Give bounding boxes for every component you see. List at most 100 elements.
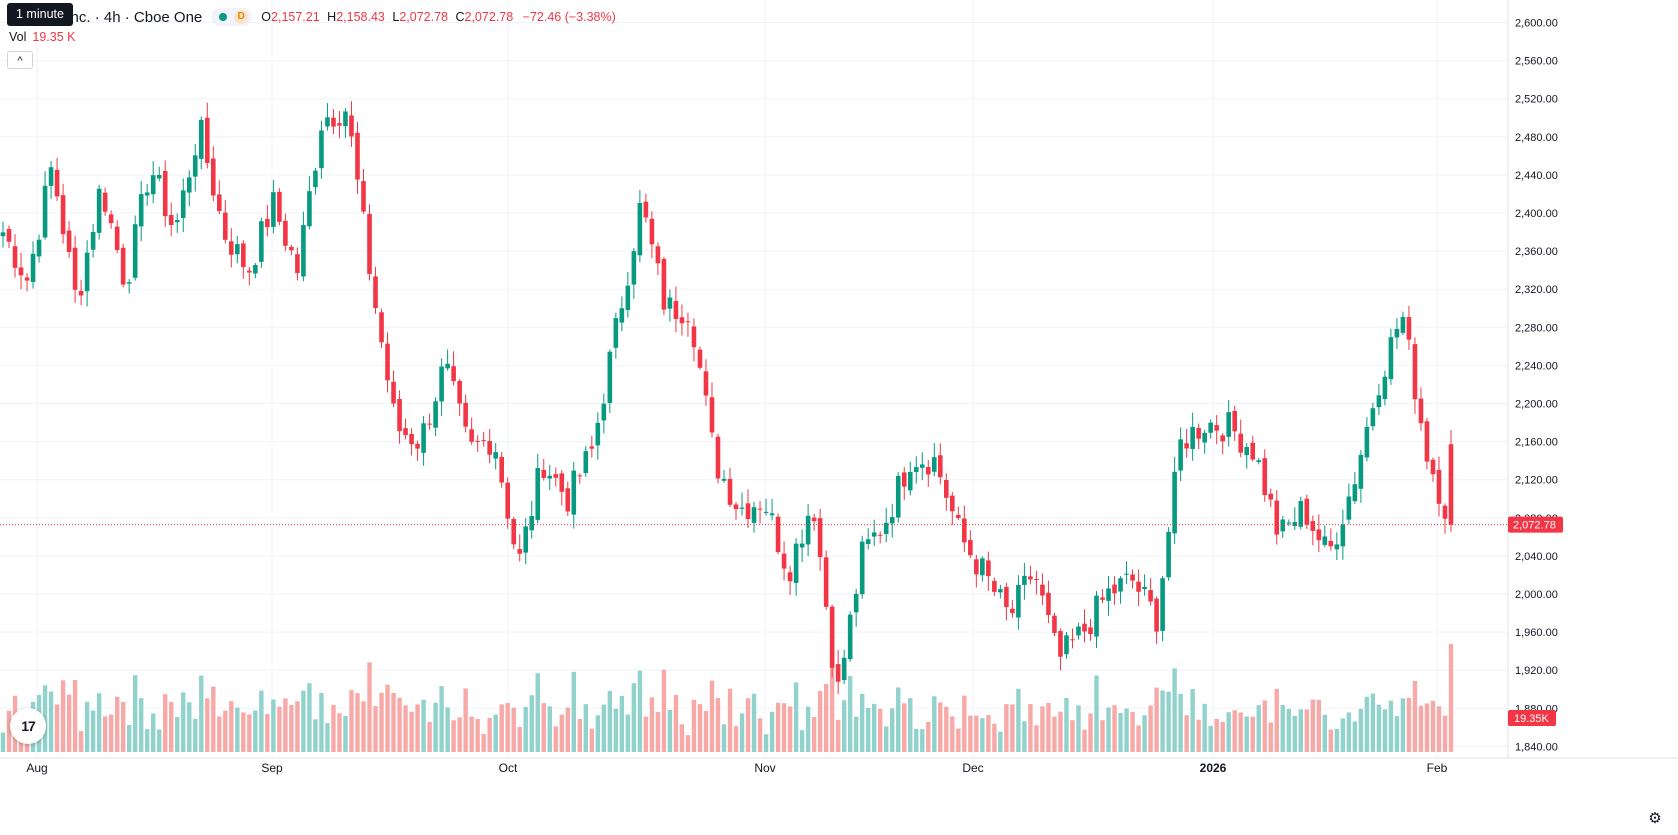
- volume-bar: [619, 695, 625, 752]
- candle-body: [1352, 484, 1358, 502]
- candle-body: [1268, 493, 1274, 500]
- candle-body: [793, 543, 799, 583]
- volume-bar: [938, 702, 943, 752]
- volume-bar: [6, 710, 12, 752]
- volume-bar: [829, 662, 835, 752]
- volume-bar: [1262, 700, 1267, 752]
- volume-bar: [259, 690, 264, 752]
- tradingview-logo[interactable]: 17: [10, 708, 46, 744]
- volume-bar: [1382, 709, 1388, 752]
- candle-body: [1280, 519, 1286, 532]
- candle-body: [847, 614, 853, 660]
- candle-body: [1424, 421, 1430, 462]
- candle-body: [1448, 444, 1454, 525]
- volume-bar: [181, 692, 186, 752]
- candle-body: [403, 428, 408, 436]
- volume-bar: [193, 718, 198, 752]
- candle-body: [805, 515, 811, 545]
- volume-bar: [523, 706, 528, 752]
- volume-bar: [679, 724, 685, 752]
- candle-body: [30, 253, 36, 283]
- volume-bar: [114, 696, 120, 752]
- candle-body: [295, 254, 300, 274]
- volume-bar: [872, 703, 877, 752]
- volume-bar: [481, 733, 486, 752]
- candle-body: [1088, 627, 1093, 634]
- volume-bar: [932, 696, 937, 752]
- volume-bar: [337, 713, 342, 752]
- candle-body: [1196, 428, 1201, 439]
- candle-body: [1388, 337, 1394, 380]
- gear-icon[interactable]: ⚙: [1648, 810, 1662, 827]
- volume-bar: [709, 680, 715, 752]
- y-tick-label: 2,360.00: [1515, 246, 1558, 258]
- candle-body: [499, 456, 504, 483]
- candle-body: [1112, 584, 1117, 594]
- volume-bar: [96, 693, 102, 752]
- volume-bar: [926, 721, 931, 752]
- volume-bar: [379, 692, 384, 752]
- candle-body: [841, 657, 847, 681]
- volume-bar: [1196, 719, 1201, 752]
- candle-body: [90, 232, 96, 250]
- candle-body: [1322, 536, 1328, 545]
- volume-bar: [277, 706, 282, 752]
- candle-body: [691, 326, 697, 348]
- volume-bar: [1190, 689, 1195, 752]
- candle-body: [853, 593, 859, 613]
- candle-body: [1430, 459, 1436, 475]
- volume-bar: [355, 693, 360, 752]
- volume-bar: [1406, 697, 1412, 752]
- candle-body: [1370, 408, 1376, 427]
- candle-body: [1232, 410, 1238, 432]
- candle-body: [541, 469, 547, 478]
- volume-bar: [144, 729, 150, 752]
- volume-bar: [84, 701, 90, 752]
- candle-body: [787, 572, 793, 582]
- candle-body: [1028, 576, 1033, 580]
- volume-bar: [908, 698, 913, 752]
- volume-bar: [841, 700, 847, 752]
- candle-body: [775, 516, 781, 553]
- market-status[interactable]: D: [211, 8, 253, 26]
- volume-bar: [199, 675, 204, 752]
- candle-body: [415, 443, 420, 449]
- volume-bar: [319, 693, 324, 752]
- candle-body: [1220, 435, 1225, 442]
- y-tick-label: 2,280.00: [1515, 322, 1558, 334]
- y-tick-label: 1,920.00: [1515, 665, 1558, 677]
- candle-body: [1274, 500, 1280, 535]
- candle-body: [607, 351, 613, 403]
- low-value: 2,072.78: [399, 10, 448, 24]
- candle-body: [1214, 425, 1219, 431]
- candle-body: [944, 479, 949, 498]
- candle-body: [174, 219, 180, 223]
- volume-bar: [571, 671, 576, 752]
- volume-bar: [553, 726, 558, 752]
- candle-body: [974, 559, 979, 575]
- candle-body: [307, 191, 312, 227]
- volume-bar: [847, 675, 853, 752]
- y-tick-label: 2,040.00: [1515, 551, 1558, 563]
- collapse-legend-button[interactable]: ^: [7, 51, 33, 69]
- volume-bar: [1352, 721, 1358, 752]
- volume-bar: [499, 704, 504, 752]
- candle-body: [42, 185, 48, 238]
- candle-body: [865, 539, 871, 545]
- volume-bar: [1244, 716, 1249, 752]
- volume-bar: [1058, 711, 1063, 752]
- volume-bar: [1226, 712, 1231, 752]
- candle-body: [763, 511, 769, 513]
- candle-body: [253, 264, 258, 274]
- candle-body: [132, 224, 138, 278]
- volume-bar: [859, 693, 865, 752]
- candle-body: [1316, 529, 1322, 541]
- candle-body: [349, 115, 354, 137]
- volume-bar: [884, 726, 889, 752]
- volume-bar: [229, 701, 234, 752]
- volume-bar: [817, 691, 823, 752]
- volume-bar: [391, 692, 396, 752]
- volume-bar: [373, 706, 378, 752]
- volume-bar: [559, 714, 564, 752]
